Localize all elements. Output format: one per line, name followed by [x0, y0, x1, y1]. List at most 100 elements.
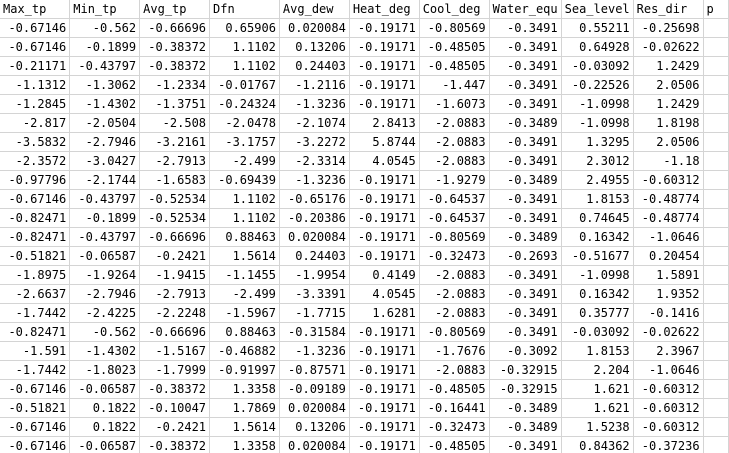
table-cell[interactable]: 1.621 — [561, 398, 634, 418]
header-cell[interactable]: Res_dir — [633, 0, 704, 19]
table-cell[interactable]: -0.02622 — [633, 37, 704, 57]
table-cell[interactable]: -3.0427 — [69, 151, 141, 171]
table-cell[interactable]: 2.3012 — [561, 151, 634, 171]
header-cell[interactable]: Dfn — [209, 0, 280, 19]
table-cell[interactable] — [703, 284, 729, 304]
table-cell[interactable]: -0.20386 — [279, 208, 350, 228]
table-cell[interactable]: -0.562 — [69, 18, 141, 38]
table-cell[interactable]: -0.3491 — [489, 75, 562, 95]
table-cell[interactable]: -2.499 — [209, 284, 280, 304]
table-cell[interactable]: 1.1102 — [209, 56, 280, 76]
table-cell[interactable]: -1.1455 — [209, 265, 280, 285]
table-cell[interactable]: -0.2421 — [139, 246, 211, 266]
table-cell[interactable]: -3.5832 — [0, 132, 71, 152]
table-cell[interactable]: 1.7869 — [209, 398, 280, 418]
table-cell[interactable]: 1.621 — [561, 379, 634, 399]
table-cell[interactable]: -0.31584 — [279, 322, 350, 342]
table-cell[interactable]: -0.1416 — [633, 303, 704, 323]
table-cell[interactable]: -1.7715 — [279, 303, 350, 323]
table-cell[interactable]: -0.43797 — [69, 56, 141, 76]
table-cell[interactable]: -0.3491 — [489, 151, 562, 171]
table-cell[interactable]: -1.447 — [419, 75, 490, 95]
table-cell[interactable]: 0.88463 — [209, 322, 280, 342]
table-cell[interactable]: -0.19171 — [349, 94, 420, 114]
table-cell[interactable]: -1.0998 — [561, 113, 634, 133]
table-cell[interactable]: -0.43797 — [69, 189, 141, 209]
table-cell[interactable]: -0.06587 — [69, 436, 141, 453]
table-cell[interactable]: -0.52534 — [139, 189, 211, 209]
table-cell[interactable]: -2.817 — [0, 113, 71, 133]
table-cell[interactable] — [703, 379, 729, 399]
header-cell[interactable]: Avg_dew — [279, 0, 350, 19]
table-cell[interactable]: 0.24403 — [279, 246, 350, 266]
table-cell[interactable]: -0.06587 — [69, 246, 141, 266]
table-cell[interactable]: -0.3489 — [489, 170, 562, 190]
table-cell[interactable]: -2.0883 — [419, 284, 490, 304]
table-cell[interactable]: -0.3489 — [489, 417, 562, 437]
table-cell[interactable]: 0.1822 — [69, 417, 141, 437]
table-cell[interactable]: -0.19171 — [349, 379, 420, 399]
table-cell[interactable]: -0.19171 — [349, 398, 420, 418]
table-cell[interactable]: -1.2845 — [0, 94, 71, 114]
table-cell[interactable] — [703, 94, 729, 114]
table-cell[interactable]: -0.46882 — [209, 341, 280, 361]
table-cell[interactable]: 0.64928 — [561, 37, 634, 57]
table-cell[interactable]: -2.0504 — [69, 113, 141, 133]
table-cell[interactable]: -0.60312 — [633, 170, 704, 190]
table-cell[interactable]: -0.3491 — [489, 303, 562, 323]
table-cell[interactable]: 1.6281 — [349, 303, 420, 323]
table-cell[interactable] — [703, 360, 729, 380]
table-cell[interactable] — [703, 417, 729, 437]
table-cell[interactable]: -0.60312 — [633, 379, 704, 399]
table-cell[interactable] — [703, 227, 729, 247]
table-cell[interactable]: 0.1822 — [69, 398, 141, 418]
table-cell[interactable]: -0.19171 — [349, 227, 420, 247]
table-cell[interactable]: -0.1899 — [69, 37, 141, 57]
table-cell[interactable]: -0.25698 — [633, 18, 704, 38]
table-cell[interactable]: 1.3358 — [209, 436, 280, 453]
table-cell[interactable]: 0.24403 — [279, 56, 350, 76]
table-cell[interactable]: -0.2421 — [139, 417, 211, 437]
table-cell[interactable]: 1.8198 — [633, 113, 704, 133]
table-cell[interactable]: 1.2429 — [633, 94, 704, 114]
table-cell[interactable]: -0.19171 — [349, 341, 420, 361]
table-cell[interactable]: -1.1312 — [0, 75, 71, 95]
table-cell[interactable]: -0.37236 — [633, 436, 704, 453]
table-cell[interactable]: -0.87571 — [279, 360, 350, 380]
table-cell[interactable]: -2.499 — [209, 151, 280, 171]
table-cell[interactable]: 2.0506 — [633, 75, 704, 95]
table-cell[interactable]: -0.80569 — [419, 18, 490, 38]
table-cell[interactable]: -0.03092 — [561, 322, 634, 342]
table-cell[interactable]: -0.3491 — [489, 18, 562, 38]
table-cell[interactable]: -0.3491 — [489, 265, 562, 285]
table-cell[interactable]: -3.3391 — [279, 284, 350, 304]
table-cell[interactable]: 0.020084 — [279, 18, 350, 38]
table-cell[interactable]: -1.3236 — [279, 94, 350, 114]
table-cell[interactable]: -0.91997 — [209, 360, 280, 380]
table-cell[interactable]: -0.38372 — [139, 436, 211, 453]
table-cell[interactable]: -2.6637 — [0, 284, 71, 304]
table-cell[interactable] — [703, 436, 729, 453]
table-cell[interactable]: -0.67146 — [0, 417, 71, 437]
table-cell[interactable] — [703, 37, 729, 57]
table-cell[interactable]: -1.7999 — [139, 360, 211, 380]
table-cell[interactable]: -1.2116 — [279, 75, 350, 95]
table-cell[interactable]: -0.67146 — [0, 37, 71, 57]
table-cell[interactable]: -0.19171 — [349, 360, 420, 380]
table-cell[interactable]: -1.3236 — [279, 170, 350, 190]
table-cell[interactable]: -0.64537 — [419, 189, 490, 209]
table-cell[interactable]: 0.4149 — [349, 265, 420, 285]
table-cell[interactable]: 1.5614 — [209, 246, 280, 266]
table-cell[interactable]: -0.51677 — [561, 246, 634, 266]
table-cell[interactable]: -0.66696 — [139, 227, 211, 247]
table-cell[interactable]: -0.19171 — [349, 417, 420, 437]
table-cell[interactable] — [703, 303, 729, 323]
table-cell[interactable]: -1.2334 — [139, 75, 211, 95]
table-cell[interactable]: -0.67146 — [0, 379, 71, 399]
table-cell[interactable]: 0.35777 — [561, 303, 634, 323]
table-cell[interactable]: 5.8744 — [349, 132, 420, 152]
table-cell[interactable]: 1.8153 — [561, 341, 634, 361]
table-cell[interactable]: -0.19171 — [349, 322, 420, 342]
table-cell[interactable]: -2.7913 — [139, 284, 211, 304]
table-cell[interactable]: -0.32915 — [489, 360, 562, 380]
